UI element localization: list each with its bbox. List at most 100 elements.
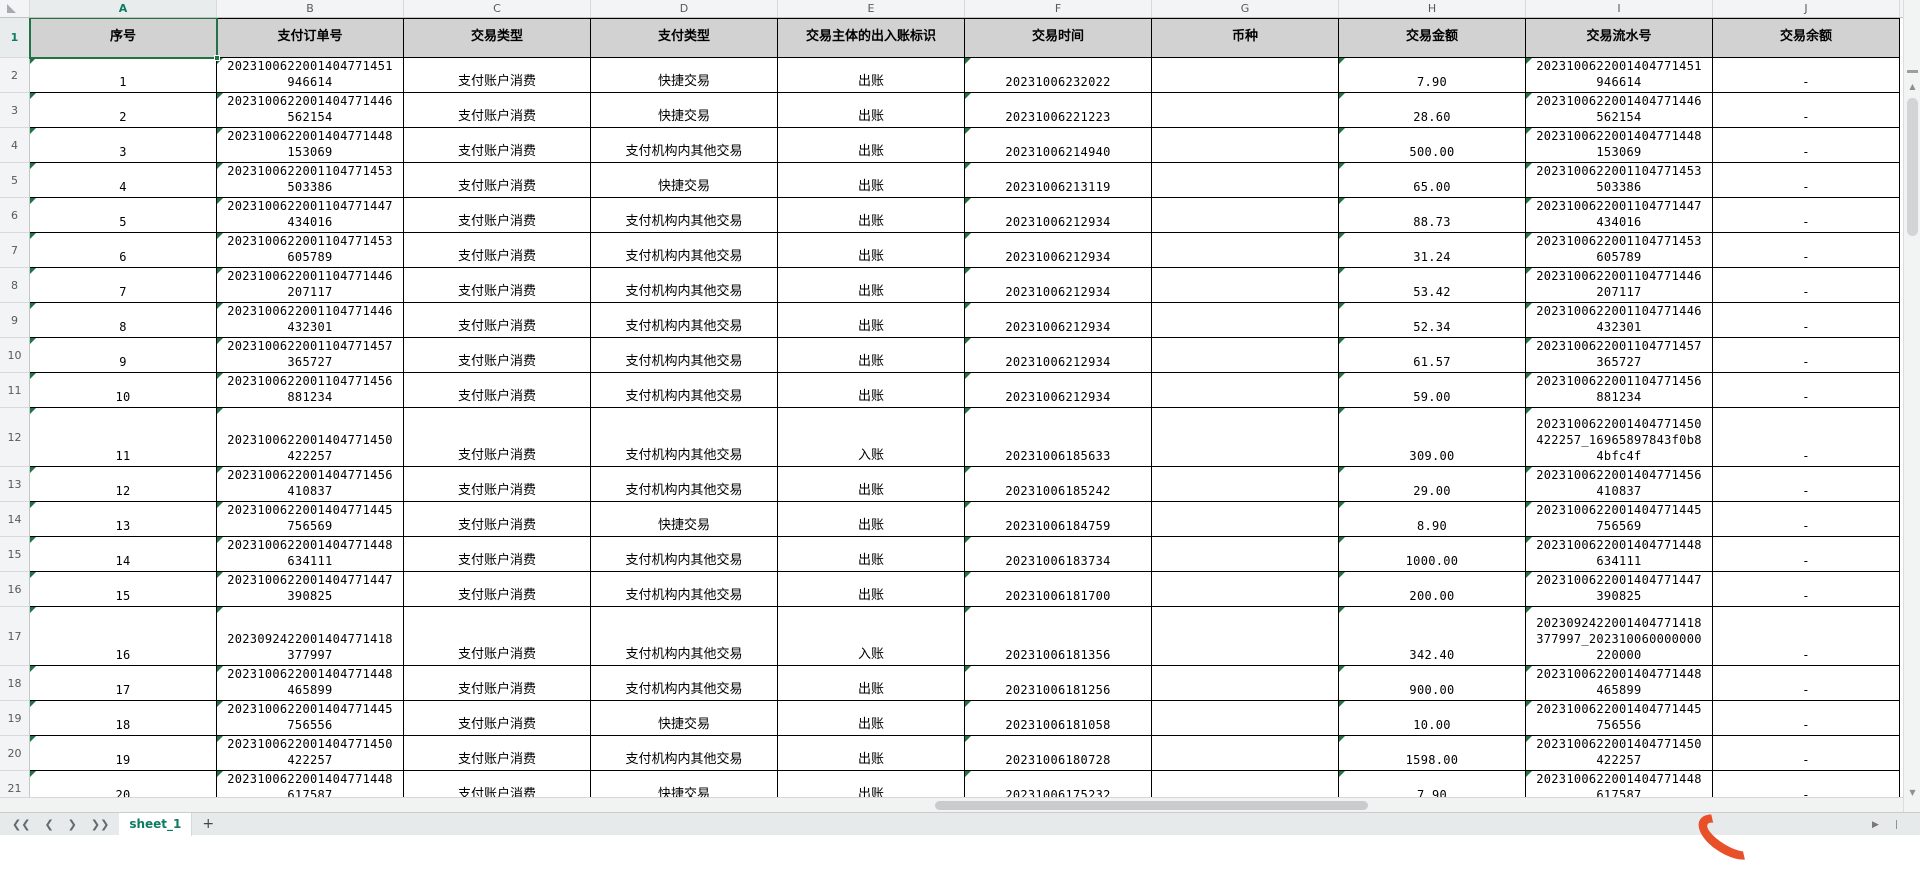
cell[interactable]: - bbox=[1713, 771, 1900, 797]
cell[interactable]: 支付机构内其他交易 bbox=[591, 666, 778, 701]
column-header-B[interactable]: B bbox=[217, 0, 404, 17]
header-cell[interactable]: 支付订单号 bbox=[217, 18, 404, 58]
header-cell[interactable]: 交易主体的出入账标识 bbox=[778, 18, 965, 58]
cell[interactable]: - bbox=[1713, 502, 1900, 537]
cell[interactable]: 20231006183734 bbox=[965, 537, 1152, 572]
cell[interactable]: 2023100622001104771457 365727 bbox=[217, 338, 404, 373]
cell[interactable]: - bbox=[1713, 303, 1900, 338]
cell[interactable]: 2023100622001104771446 207117 bbox=[1526, 268, 1713, 303]
row-header-16[interactable]: 16 bbox=[0, 572, 30, 607]
cell[interactable]: - bbox=[1713, 93, 1900, 128]
cell[interactable]: 支付账户消费 bbox=[404, 373, 591, 408]
cell[interactable]: 2023100622001104771446 432301 bbox=[217, 303, 404, 338]
cell[interactable]: 支付账户消费 bbox=[404, 163, 591, 198]
cell[interactable]: 2023092422001404771418 377997 bbox=[217, 607, 404, 666]
cell[interactable] bbox=[1152, 666, 1339, 701]
cell[interactable]: 28.60 bbox=[1339, 93, 1526, 128]
cell[interactable]: 20 bbox=[30, 771, 217, 797]
cell[interactable]: 出账 bbox=[778, 303, 965, 338]
cell[interactable] bbox=[1152, 58, 1339, 93]
horizontal-scroll-thumb[interactable] bbox=[935, 801, 1368, 810]
cell[interactable]: 2023100622001404771448 617587 bbox=[217, 771, 404, 797]
cell[interactable]: 出账 bbox=[778, 233, 965, 268]
header-cell[interactable]: 交易流水号 bbox=[1526, 18, 1713, 58]
cell[interactable]: - bbox=[1713, 467, 1900, 502]
cell[interactable] bbox=[1152, 537, 1339, 572]
cell[interactable]: 900.00 bbox=[1339, 666, 1526, 701]
next-sheet-icon[interactable]: ❯ bbox=[67, 817, 77, 831]
row-header-4[interactable]: 4 bbox=[0, 128, 30, 163]
row-header-3[interactable]: 3 bbox=[0, 93, 30, 128]
cell[interactable]: 支付账户消费 bbox=[404, 537, 591, 572]
cell[interactable] bbox=[1152, 572, 1339, 607]
cell[interactable]: 支付账户消费 bbox=[404, 771, 591, 797]
cell[interactable]: 20231006184759 bbox=[965, 502, 1152, 537]
cell[interactable]: 1000.00 bbox=[1339, 537, 1526, 572]
cell[interactable]: 2023100622001404771446 562154 bbox=[1526, 93, 1713, 128]
cell[interactable]: 20231006221223 bbox=[965, 93, 1152, 128]
cell[interactable]: 309.00 bbox=[1339, 408, 1526, 467]
cell[interactable]: 20231006212934 bbox=[965, 268, 1152, 303]
cell[interactable]: - bbox=[1713, 572, 1900, 607]
cell[interactable]: 20231006185242 bbox=[965, 467, 1152, 502]
cell[interactable]: 出账 bbox=[778, 373, 965, 408]
row-header-1[interactable]: 1 bbox=[0, 18, 30, 58]
row-header-18[interactable]: 18 bbox=[0, 666, 30, 701]
cell[interactable]: 2023100622001104771457 365727 bbox=[1526, 338, 1713, 373]
cell[interactable]: 500.00 bbox=[1339, 128, 1526, 163]
cell[interactable]: 342.40 bbox=[1339, 607, 1526, 666]
cell[interactable]: 20231006181058 bbox=[965, 701, 1152, 736]
cell[interactable]: - bbox=[1713, 58, 1900, 93]
cell[interactable]: - bbox=[1713, 373, 1900, 408]
vertical-scroll-thumb[interactable] bbox=[1907, 98, 1918, 236]
cell[interactable]: - bbox=[1713, 268, 1900, 303]
cell[interactable] bbox=[1152, 373, 1339, 408]
cell[interactable]: 支付机构内其他交易 bbox=[591, 338, 778, 373]
cell[interactable]: - bbox=[1713, 408, 1900, 467]
cell[interactable]: 出账 bbox=[778, 666, 965, 701]
cell[interactable]: 支付机构内其他交易 bbox=[591, 268, 778, 303]
cell[interactable]: 支付机构内其他交易 bbox=[591, 128, 778, 163]
cell[interactable]: 支付账户消费 bbox=[404, 233, 591, 268]
cell[interactable]: 14 bbox=[30, 537, 217, 572]
cell[interactable]: 2023100622001104771446 207117 bbox=[217, 268, 404, 303]
cell[interactable]: 2023100622001404771445 756569 bbox=[1526, 502, 1713, 537]
cell[interactable]: - bbox=[1713, 128, 1900, 163]
cell[interactable]: 4 bbox=[30, 163, 217, 198]
cell[interactable]: 支付机构内其他交易 bbox=[591, 467, 778, 502]
row-header-9[interactable]: 9 bbox=[0, 303, 30, 338]
cell[interactable]: 20231006185633 bbox=[965, 408, 1152, 467]
cell[interactable] bbox=[1152, 163, 1339, 198]
cell[interactable]: 快捷交易 bbox=[591, 502, 778, 537]
cell[interactable]: 20231006212934 bbox=[965, 198, 1152, 233]
row-header-6[interactable]: 6 bbox=[0, 198, 30, 233]
cell[interactable]: 20231006181256 bbox=[965, 666, 1152, 701]
header-cell[interactable]: 交易金额 bbox=[1339, 18, 1526, 58]
cell[interactable]: 支付账户消费 bbox=[404, 198, 591, 233]
cell[interactable] bbox=[1152, 771, 1339, 797]
cell[interactable]: 2023100622001404771447 390825 bbox=[1526, 572, 1713, 607]
cell[interactable]: 2023100622001404771450 422257 bbox=[217, 736, 404, 771]
cell[interactable]: 8 bbox=[30, 303, 217, 338]
row-header-21[interactable]: 21 bbox=[0, 771, 30, 797]
cell[interactable]: 12 bbox=[30, 467, 217, 502]
cell[interactable]: 2023100622001404771450 422257 bbox=[1526, 736, 1713, 771]
prev-sheet-icon[interactable]: ❮ bbox=[44, 817, 54, 831]
cell[interactable]: 2023100622001404771451 946614 bbox=[217, 58, 404, 93]
cell[interactable]: 支付账户消费 bbox=[404, 303, 591, 338]
cell[interactable]: 10.00 bbox=[1339, 701, 1526, 736]
cell[interactable]: 2023100622001404771445 756569 bbox=[217, 502, 404, 537]
scroll-right-icon[interactable]: ▶ bbox=[1872, 819, 1879, 830]
cell[interactable]: 2023100622001104771453 503386 bbox=[1526, 163, 1713, 198]
cell[interactable]: 支付账户消费 bbox=[404, 93, 591, 128]
cell[interactable]: 出账 bbox=[778, 128, 965, 163]
fill-handle[interactable] bbox=[214, 55, 220, 61]
cell[interactable]: 支付机构内其他交易 bbox=[591, 408, 778, 467]
cell[interactable]: 出账 bbox=[778, 701, 965, 736]
select-all-corner[interactable] bbox=[0, 0, 30, 17]
cell[interactable]: 11 bbox=[30, 408, 217, 467]
header-cell[interactable]: 序号 bbox=[30, 18, 217, 58]
cell[interactable]: 20231006181700 bbox=[965, 572, 1152, 607]
row-header-12[interactable]: 12 bbox=[0, 408, 30, 467]
add-sheet-button[interactable]: + bbox=[202, 816, 215, 832]
